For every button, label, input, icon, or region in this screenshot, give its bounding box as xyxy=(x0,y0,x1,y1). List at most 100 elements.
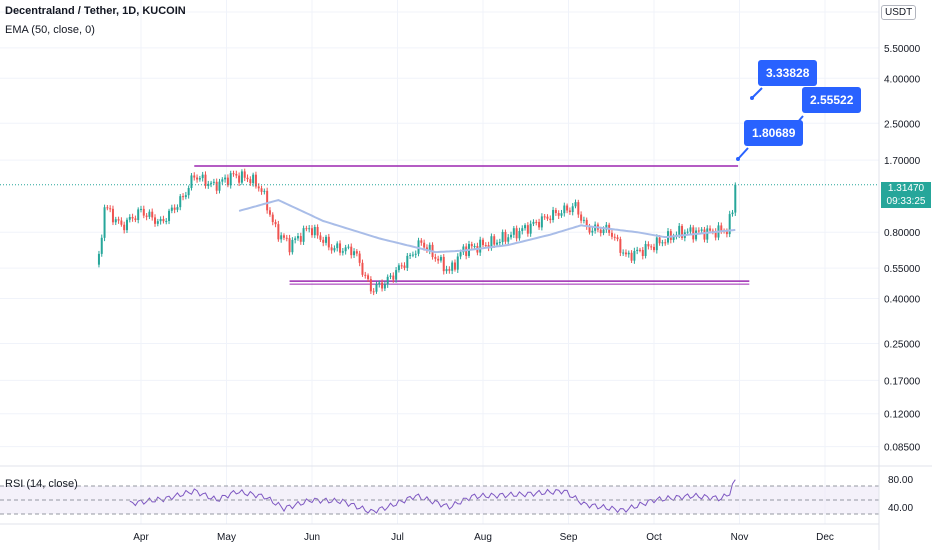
candle xyxy=(184,191,187,200)
candle xyxy=(232,170,235,177)
candle xyxy=(154,214,157,227)
candle xyxy=(439,254,442,263)
candle xyxy=(681,223,684,240)
candle xyxy=(734,182,737,216)
candle-body xyxy=(176,207,179,210)
candle-body xyxy=(274,222,277,225)
price-tick-label: 0.08500 xyxy=(884,443,921,454)
candle-body xyxy=(498,242,501,244)
candle xyxy=(117,216,120,224)
rsi-indicator-label[interactable]: RSI (14, close) xyxy=(5,478,78,490)
candle-body xyxy=(605,224,608,230)
candle-body xyxy=(347,246,350,248)
candle-body xyxy=(232,173,235,175)
last-price-value: 1.31470 xyxy=(887,183,925,194)
candle xyxy=(313,224,316,239)
candle xyxy=(501,229,504,246)
candle xyxy=(111,205,114,226)
candle-body xyxy=(299,236,302,242)
candle xyxy=(285,234,288,242)
currency-badge[interactable]: USDT xyxy=(881,5,917,20)
target-callout-3[interactable]: 3.33828 xyxy=(758,60,818,86)
price-tick-label: 0.17000 xyxy=(884,376,921,387)
candle-body xyxy=(260,188,263,192)
candle-body xyxy=(512,228,515,235)
candle xyxy=(229,170,232,189)
symbol-title[interactable]: Decentraland / Tether, 1D, KUCOIN xyxy=(5,5,186,17)
candle-body xyxy=(97,253,100,265)
candle-body xyxy=(266,190,269,211)
candle xyxy=(552,206,555,223)
candle-body xyxy=(434,257,437,259)
candle xyxy=(403,262,406,271)
candle xyxy=(207,180,210,189)
candle-body xyxy=(473,246,476,248)
candle xyxy=(137,207,140,224)
candle xyxy=(159,216,162,225)
candle-body xyxy=(647,244,650,247)
candle-body xyxy=(532,221,535,224)
grid-lines xyxy=(0,0,879,524)
candle xyxy=(246,174,249,183)
candle-body xyxy=(134,218,137,221)
candle xyxy=(238,172,241,187)
candle xyxy=(672,233,675,243)
candle-body xyxy=(218,181,221,191)
candle-body xyxy=(526,225,529,234)
candle-body xyxy=(226,177,229,186)
candle xyxy=(330,244,333,254)
candle-body xyxy=(731,212,734,215)
candle xyxy=(560,209,563,218)
candle-body xyxy=(462,246,465,253)
candle xyxy=(479,236,482,256)
candle-body xyxy=(554,209,557,214)
candle xyxy=(540,213,543,231)
rsi-band xyxy=(0,486,879,514)
candle xyxy=(638,247,641,253)
candle-body xyxy=(496,242,499,245)
candle-body xyxy=(249,179,252,184)
candle xyxy=(655,234,658,254)
candle-body xyxy=(479,239,482,253)
candle-body xyxy=(243,171,246,178)
candle-body xyxy=(490,236,493,249)
candle xyxy=(134,215,137,223)
candle-body xyxy=(689,227,692,232)
candle xyxy=(627,250,630,258)
candle-body xyxy=(686,231,689,233)
target-callout-1[interactable]: 1.80689 xyxy=(744,120,804,146)
candle xyxy=(109,205,112,213)
target-callout-2[interactable]: 2.55522 xyxy=(802,87,862,113)
candle xyxy=(546,214,549,221)
candle-body xyxy=(630,252,633,261)
candle xyxy=(580,211,583,224)
candle-body xyxy=(263,190,266,192)
candle xyxy=(294,236,297,244)
candle-body xyxy=(364,274,367,276)
candle xyxy=(420,238,423,246)
candle-body xyxy=(207,183,210,186)
candle xyxy=(378,280,381,288)
candle xyxy=(554,207,557,216)
candle-body xyxy=(442,256,445,272)
candle xyxy=(619,236,622,257)
candle xyxy=(453,259,456,272)
candle-body xyxy=(156,221,159,224)
candle xyxy=(585,217,588,230)
candle xyxy=(622,249,625,256)
candle xyxy=(201,171,204,182)
candle-body xyxy=(246,177,249,180)
candle-body xyxy=(406,255,409,268)
candle xyxy=(515,225,518,242)
candle xyxy=(268,207,271,217)
candle xyxy=(448,266,451,274)
candle-body xyxy=(650,246,653,248)
candle xyxy=(316,224,319,239)
candle xyxy=(538,218,541,230)
candle xyxy=(179,194,182,211)
indicator-label[interactable]: EMA (50, close, 0) xyxy=(5,24,95,36)
candle xyxy=(266,187,269,214)
candle xyxy=(386,274,389,288)
candle-body xyxy=(574,202,577,207)
